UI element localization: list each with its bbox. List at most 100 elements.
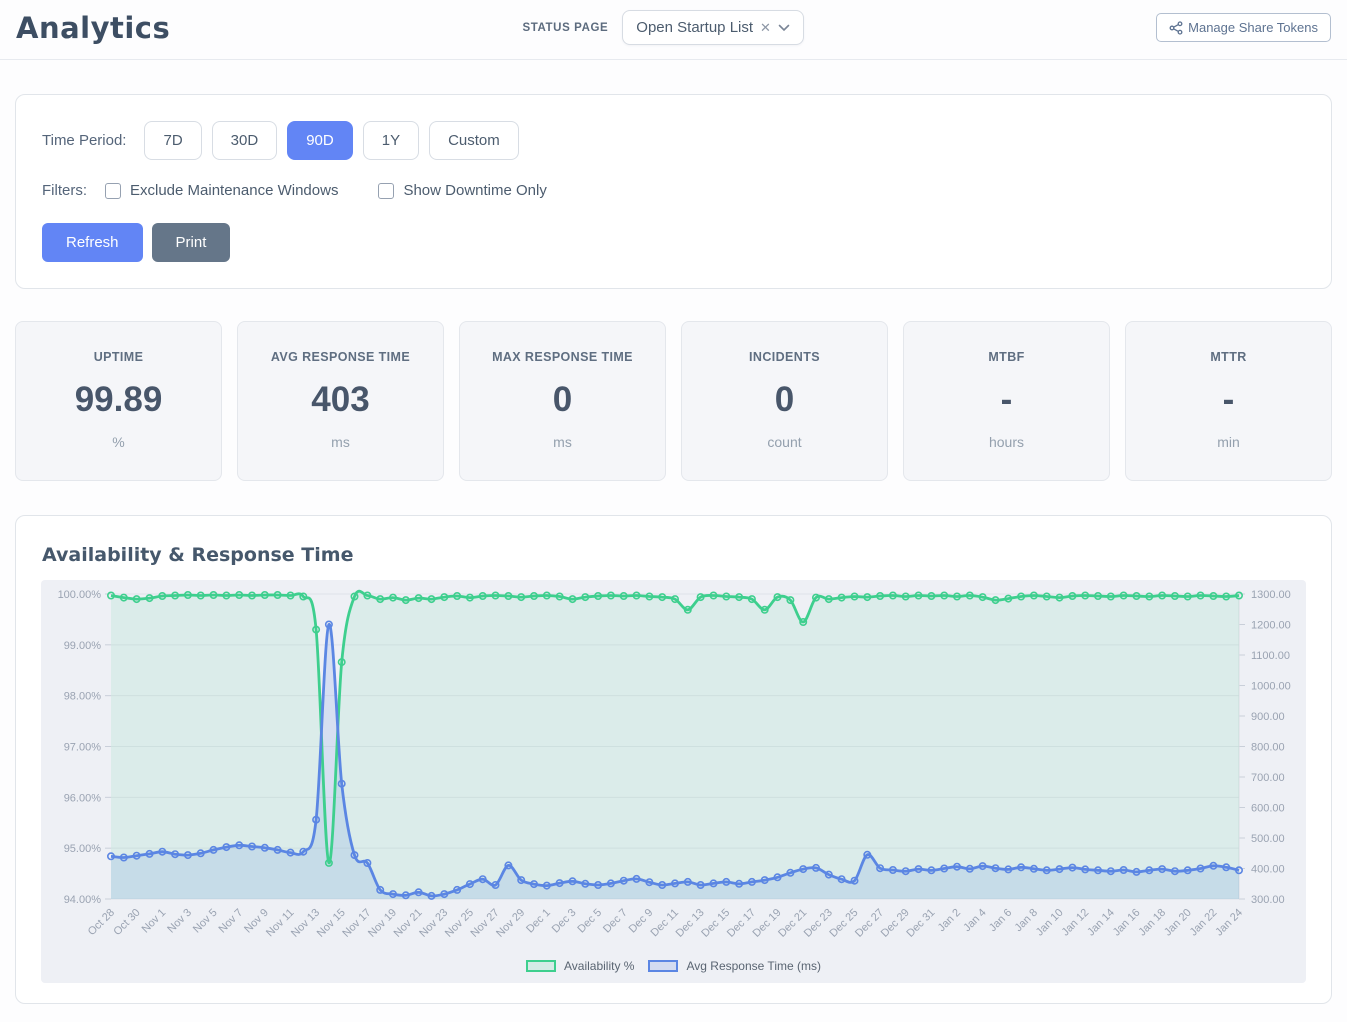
- stats-row: UPTIME 99.89 % AVG RESPONSE TIME 403 ms …: [15, 321, 1332, 481]
- show-downtime-checkbox[interactable]: [378, 182, 395, 199]
- chart-figure: 100.00% 99.00% 98.00% 97.00% 96.00% 95.00% 94.…: [41, 580, 1306, 983]
- status-page-selected-value: Open Startup List: [636, 19, 754, 36]
- svg-text:500.00: 500.00: [1251, 833, 1285, 845]
- svg-text:94.00%: 94.00%: [64, 894, 102, 906]
- svg-text:Nov 29: Nov 29: [494, 907, 527, 940]
- stat-label: MAX RESPONSE TIME: [492, 350, 633, 364]
- svg-text:1300.00: 1300.00: [1251, 589, 1291, 601]
- exclude-maintenance-label: Exclude Maintenance Windows: [130, 182, 339, 199]
- chart-legend: Availability % Avg Response Time (ms): [41, 957, 1306, 973]
- svg-text:Nov 1: Nov 1: [140, 907, 169, 936]
- manage-share-tokens-button[interactable]: Manage Share Tokens: [1156, 13, 1331, 42]
- svg-text:1000.00: 1000.00: [1251, 681, 1291, 693]
- stat-value: -: [1000, 380, 1013, 419]
- svg-text:Dec 7: Dec 7: [601, 907, 630, 936]
- svg-text:Dec 31: Dec 31: [904, 907, 937, 940]
- svg-text:Jan 12: Jan 12: [1059, 907, 1091, 939]
- svg-text:Jan 24: Jan 24: [1213, 907, 1245, 939]
- stat-card-avg-response: AVG RESPONSE TIME 403 ms: [237, 321, 444, 481]
- svg-text:Nov 5: Nov 5: [191, 907, 220, 936]
- status-page-group: STATUS PAGE Open Startup List ✕: [522, 10, 804, 45]
- svg-text:700.00: 700.00: [1251, 772, 1285, 784]
- time-period-row: Time Period: 7D 30D 90D 1Y Custom: [42, 121, 1305, 160]
- y-axis-right: 1300.00 1200.00 1100.00 1000.00 900.00 800.00…: [1251, 589, 1291, 906]
- share-icon: [1169, 20, 1183, 35]
- stat-card-max-response: MAX RESPONSE TIME 0 ms: [459, 321, 666, 481]
- chevron-down-icon: [778, 24, 790, 32]
- chart-title: Availability & Response Time: [42, 544, 354, 566]
- svg-text:97.00%: 97.00%: [64, 742, 102, 754]
- availability-response-chart: 100.00% 99.00% 98.00% 97.00% 96.00% 95.00% 94.…: [58, 589, 1291, 940]
- stat-value: -: [1222, 380, 1235, 419]
- legend-item-availability[interactable]: Availability %: [526, 959, 634, 973]
- availability-area: [111, 591, 1239, 899]
- grid-lines: [105, 593, 1245, 900]
- svg-text:800.00: 800.00: [1251, 742, 1285, 754]
- time-period-buttons: 7D 30D 90D 1Y Custom: [144, 121, 519, 160]
- stat-card-incidents: INCIDENTS 0 count: [681, 321, 888, 481]
- availability-legend-swatch: [526, 960, 556, 972]
- svg-text:Jan 10: Jan 10: [1034, 907, 1066, 939]
- refresh-button[interactable]: Refresh: [42, 223, 143, 262]
- availability-line: [110, 589, 1240, 865]
- stat-label: INCIDENTS: [749, 350, 820, 364]
- svg-text:Jan 20: Jan 20: [1162, 907, 1194, 939]
- svg-text:Oct 30: Oct 30: [111, 907, 142, 938]
- stat-card-mttr: MTTR - min: [1125, 321, 1332, 481]
- status-page-label: STATUS PAGE: [522, 21, 609, 34]
- clear-selection-icon[interactable]: ✕: [760, 19, 771, 35]
- response-time-legend-swatch: [648, 960, 679, 972]
- svg-text:98.00%: 98.00%: [64, 691, 102, 703]
- svg-text:Jan 16: Jan 16: [1111, 907, 1143, 939]
- svg-text:Nov 3: Nov 3: [165, 907, 194, 936]
- period-30d-button[interactable]: 30D: [211, 121, 278, 160]
- manage-share-tokens-label: Manage Share Tokens: [1188, 20, 1318, 35]
- legend-item-response-time[interactable]: Avg Response Time (ms): [648, 959, 821, 973]
- svg-text:600.00: 600.00: [1251, 803, 1285, 815]
- legend-label: Availability %: [564, 959, 635, 973]
- response-points: [107, 620, 1244, 900]
- filters-label: Filters:: [42, 182, 87, 199]
- stat-label: AVG RESPONSE TIME: [270, 350, 411, 364]
- page-title: Analytics: [16, 10, 171, 45]
- svg-text:Dec 1: Dec 1: [524, 907, 553, 936]
- svg-text:1200.00: 1200.00: [1251, 620, 1291, 632]
- svg-text:Jan 6: Jan 6: [987, 907, 1015, 935]
- stat-label: MTTR: [1210, 350, 1247, 364]
- chart-panel: Availability & Response Time 100.00% 99.0…: [15, 515, 1332, 1004]
- svg-text:Nov 7: Nov 7: [216, 907, 245, 936]
- svg-text:100.00%: 100.00%: [58, 589, 102, 601]
- stat-unit: %: [112, 434, 125, 450]
- stat-value: 0: [552, 380, 573, 419]
- svg-text:300.00: 300.00: [1251, 894, 1285, 906]
- period-90d-button[interactable]: 90D: [287, 121, 353, 160]
- svg-text:1100.00: 1100.00: [1251, 650, 1290, 662]
- period-7d-button[interactable]: 7D: [144, 121, 202, 160]
- availability-points: [107, 591, 1244, 867]
- svg-text:96.00%: 96.00%: [64, 792, 102, 804]
- exclude-maintenance-checkbox[interactable]: [105, 182, 121, 199]
- time-period-label: Time Period:: [42, 132, 127, 149]
- period-1y-button[interactable]: 1Y: [362, 121, 420, 160]
- svg-text:Jan 2: Jan 2: [936, 907, 964, 935]
- show-downtime-checkbox-group[interactable]: Show Downtime Only: [378, 182, 547, 199]
- stat-value: 0: [774, 380, 795, 419]
- svg-text:400.00: 400.00: [1251, 864, 1285, 876]
- exclude-maintenance-checkbox-group[interactable]: Exclude Maintenance Windows: [105, 182, 338, 199]
- print-button[interactable]: Print: [151, 223, 231, 262]
- y-axis-left: 100.00% 99.00% 98.00% 97.00% 96.00% 95.00% 94.…: [58, 589, 102, 906]
- svg-text:Jan 22: Jan 22: [1188, 907, 1220, 939]
- stat-unit: hours: [988, 434, 1025, 450]
- stat-card-mtbf: MTBF - hours: [903, 321, 1110, 481]
- show-downtime-label: Show Downtime Only: [403, 182, 547, 199]
- stat-unit: count: [767, 434, 802, 450]
- period-custom-button[interactable]: Custom: [429, 121, 519, 160]
- legend-label: Avg Response Time (ms): [686, 959, 821, 973]
- stat-label: UPTIME: [93, 350, 144, 364]
- top-bar: Analytics STATUS PAGE Open Startup List …: [0, 0, 1347, 60]
- status-page-select[interactable]: Open Startup List ✕: [622, 10, 804, 45]
- svg-text:Jan 14: Jan 14: [1085, 907, 1117, 939]
- svg-text:Jan 18: Jan 18: [1136, 907, 1168, 939]
